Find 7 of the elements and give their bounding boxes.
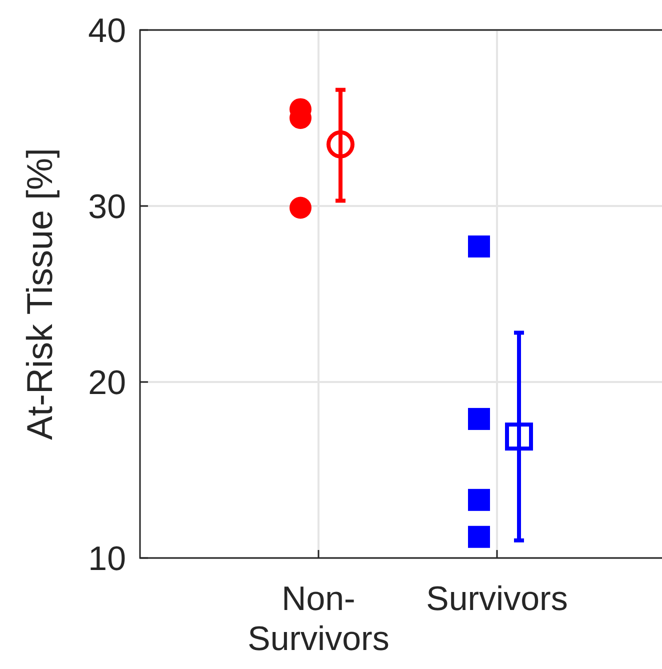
x-tick-label: Survivors <box>426 580 568 618</box>
y-tick-label: 30 <box>88 188 126 226</box>
y-tick-label: 10 <box>88 540 126 578</box>
y-tick-label: 20 <box>88 364 126 402</box>
y-tick-label: 40 <box>88 12 126 50</box>
x-tick-label: Non-Survivors <box>248 580 390 658</box>
y-axis-title: At-Risk Tissue [%] <box>19 148 60 440</box>
